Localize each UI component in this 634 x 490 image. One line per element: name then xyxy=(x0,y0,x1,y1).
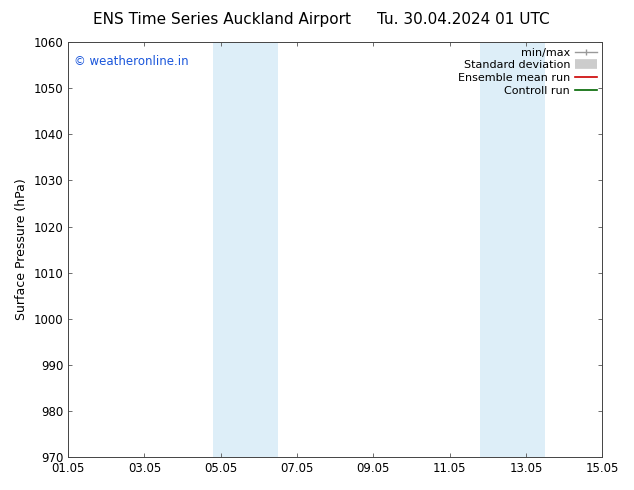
Text: Tu. 30.04.2024 01 UTC: Tu. 30.04.2024 01 UTC xyxy=(377,12,549,27)
Text: ENS Time Series Auckland Airport: ENS Time Series Auckland Airport xyxy=(93,12,351,27)
Bar xyxy=(213,42,278,457)
Y-axis label: Surface Pressure (hPa): Surface Pressure (hPa) xyxy=(15,179,28,320)
Text: © weatheronline.in: © weatheronline.in xyxy=(74,54,188,68)
Bar xyxy=(480,42,545,457)
Legend: min/max, Standard deviation, Ensemble mean run, Controll run: min/max, Standard deviation, Ensemble me… xyxy=(456,46,599,98)
